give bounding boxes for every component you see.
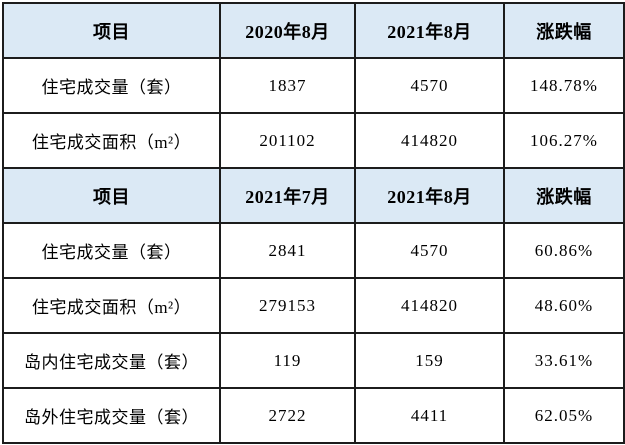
- value-cell: 2841: [219, 222, 356, 279]
- yoy-header-row: 项目 2020年8月 2021年8月 涨跌幅: [2, 2, 625, 59]
- row-label: 岛内住宅成交量（套）: [2, 332, 221, 389]
- value-cell: 1837: [219, 57, 356, 114]
- value-cell: 2722: [219, 387, 356, 444]
- table-row: 住宅成交面积（m²） 279153 414820 48.60%: [2, 277, 625, 334]
- table-row: 岛外住宅成交量（套） 2722 4411 62.05%: [2, 387, 625, 444]
- header-cell-change: 涨跌幅: [503, 167, 625, 224]
- value-cell: 119: [219, 332, 356, 389]
- header-cell-item: 项目: [2, 2, 221, 59]
- table-row: 住宅成交量（套） 1837 4570 148.78%: [2, 57, 625, 114]
- change-cell: 148.78%: [503, 57, 625, 114]
- value-cell: 4411: [354, 387, 505, 444]
- change-cell: 33.61%: [503, 332, 625, 389]
- header-cell-change: 涨跌幅: [503, 2, 625, 59]
- value-cell: 414820: [354, 277, 505, 334]
- row-label: 住宅成交量（套）: [2, 57, 221, 114]
- change-cell: 106.27%: [503, 112, 625, 169]
- header-cell-period-b: 2021年8月: [354, 167, 505, 224]
- change-cell: 48.60%: [503, 277, 625, 334]
- header-cell-period-a: 2020年8月: [219, 2, 356, 59]
- header-cell-period-b: 2021年8月: [354, 2, 505, 59]
- header-cell-period-a: 2021年7月: [219, 167, 356, 224]
- table-row: 住宅成交量（套） 2841 4570 60.86%: [2, 222, 625, 279]
- value-cell: 159: [354, 332, 505, 389]
- value-cell: 414820: [354, 112, 505, 169]
- change-cell: 60.86%: [503, 222, 625, 279]
- value-cell: 279153: [219, 277, 356, 334]
- row-label: 住宅成交量（套）: [2, 222, 221, 279]
- value-cell: 4570: [354, 57, 505, 114]
- table-row: 岛内住宅成交量（套） 119 159 33.61%: [2, 332, 625, 389]
- row-label: 岛外住宅成交量（套）: [2, 387, 221, 444]
- table-row: 住宅成交面积（m²） 201102 414820 106.27%: [2, 112, 625, 169]
- row-label: 住宅成交面积（m²）: [2, 277, 221, 334]
- value-cell: 201102: [219, 112, 356, 169]
- value-cell: 4570: [354, 222, 505, 279]
- header-cell-item: 项目: [2, 167, 221, 224]
- row-label: 住宅成交面积（m²）: [2, 112, 221, 169]
- change-cell: 62.05%: [503, 387, 625, 444]
- mom-header-row: 项目 2021年7月 2021年8月 涨跌幅: [2, 167, 625, 224]
